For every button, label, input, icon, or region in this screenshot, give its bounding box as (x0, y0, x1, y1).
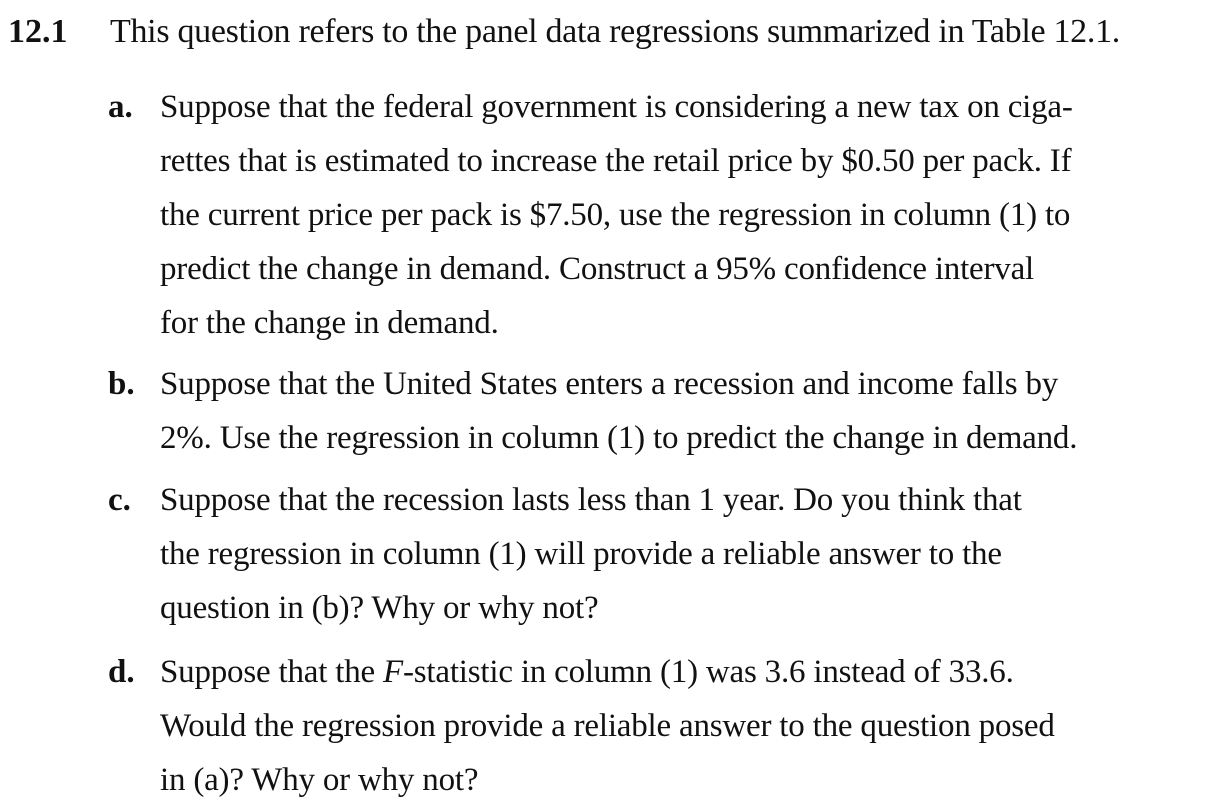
question-stem: This question refers to the panel data r… (110, 13, 1120, 50)
part-a-line: predict the change in demand. Construct … (160, 251, 1035, 287)
part-c-line: Suppose that the recession lasts less th… (160, 482, 1022, 518)
part-d-line: in (a)? Why or why not? (160, 762, 479, 798)
part-d-line1-end: -statistic in column (1) was 3.6 instead… (402, 654, 1014, 690)
part-b-text: Suppose that the United States enters a … (160, 357, 1220, 465)
part-a-label: a. (108, 89, 133, 125)
part-c-line: question in (b)? Why or why not? (160, 590, 599, 626)
part-c-label: c. (108, 482, 131, 518)
part-b-line: Suppose that the United States enters a … (160, 366, 1059, 402)
part-d-line: Suppose that the F-statistic in column (… (160, 645, 1220, 699)
part-c-line: the regression in column (1) will provid… (160, 536, 1002, 572)
f-statistic-symbol: F (383, 654, 403, 690)
question-number: 12.1 (8, 13, 68, 50)
part-a-line: the current price per pack is $7.50, use… (160, 197, 1071, 233)
part-d-line1-start: Suppose that the (160, 654, 383, 690)
part-d-text: Suppose that the F-statistic in column (… (160, 645, 1220, 807)
part-b-line: 2%. Use the regression in column (1) to … (160, 420, 1078, 456)
part-a-text: Suppose that the federal government is c… (160, 80, 1220, 350)
part-a-line: rettes that is estimated to increase the… (160, 143, 1072, 179)
part-b-label: b. (108, 366, 135, 402)
part-d-line: Would the regression provide a reliable … (160, 708, 1055, 744)
part-a-line: for the change in demand. (160, 305, 499, 341)
part-c-text: Suppose that the recession lasts less th… (160, 473, 1220, 635)
part-a-line: Suppose that the federal government is c… (160, 89, 1073, 125)
part-d-label: d. (108, 654, 135, 690)
